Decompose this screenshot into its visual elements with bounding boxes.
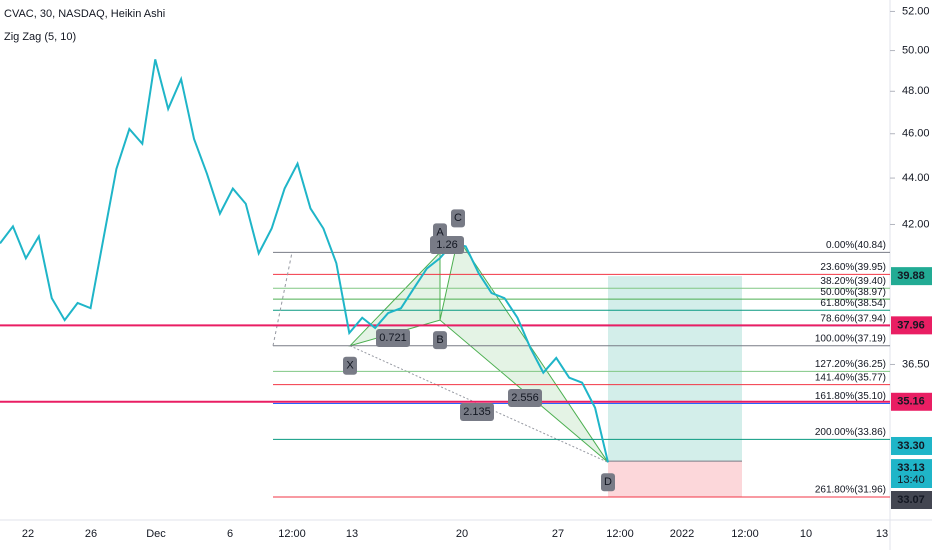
y-tick-label: 42.00 [902, 218, 930, 230]
x-tick-label: 10 [800, 528, 812, 540]
point-label: D [604, 476, 612, 488]
point-label: C [454, 212, 462, 224]
fib-label: 127.20%(36.25) [815, 359, 886, 370]
ratio-badge [376, 329, 410, 347]
point-badge [433, 331, 447, 350]
price-badge [891, 316, 932, 335]
y-tick-label: 52.00 [902, 5, 930, 17]
point-badge [601, 473, 615, 492]
fib-label: 23.60%(39.95) [820, 262, 886, 273]
fib-trend [272, 252, 293, 346]
fib-label: 141.40%(35.77) [815, 372, 886, 383]
price-badge-label: 35.16 [897, 396, 925, 408]
point-label: B [436, 334, 443, 346]
indicator-label: Zig Zag (5, 10) [4, 31, 76, 43]
x-tick-label: 13 [346, 528, 358, 540]
price-badge [891, 267, 932, 286]
profit-zone [608, 276, 742, 462]
x-tick-label: 12:00 [606, 528, 634, 540]
x-tick-label: 6 [227, 528, 233, 540]
countdown: 13:40 [897, 474, 925, 486]
ratio-label: 2.135 [463, 406, 491, 418]
x-tick-label: 26 [85, 528, 97, 540]
fib-label: 200.00%(33.86) [815, 427, 886, 438]
y-tick-label: 36.50 [902, 358, 930, 370]
price-badge [891, 436, 932, 455]
price-line [0, 59, 609, 463]
x-tick-label: 22 [22, 528, 34, 540]
point-label: X [346, 360, 354, 372]
y-tick-label: 46.00 [902, 128, 930, 140]
price-badge-label: 39.88 [897, 270, 925, 282]
point-badge [451, 209, 465, 228]
x-tick-label: 27 [552, 528, 564, 540]
price-badge-label: 33.07 [897, 494, 925, 506]
y-tick-label: 48.00 [902, 85, 930, 97]
fib-label: 0.00%(40.84) [826, 240, 886, 251]
fib-label: 161.80%(35.10) [815, 391, 886, 402]
price-badge-label: 33.30 [897, 440, 925, 452]
fib-label: 100.00%(37.19) [815, 333, 886, 344]
ratio-badge [430, 236, 464, 254]
countdown-badge [891, 472, 932, 488]
x-tick-label: 12:00 [278, 528, 306, 540]
fib-label: 50.00%(38.97) [820, 287, 886, 298]
x-tick-label: 12:00 [731, 528, 759, 540]
fib-label: 61.80%(38.54) [820, 298, 886, 309]
ratio-label: 0.721 [379, 332, 407, 344]
price-badge-label: 37.96 [897, 319, 925, 331]
y-tick-label: 44.00 [902, 172, 930, 184]
y-tick-label: 50.00 [902, 44, 930, 56]
ratio-badge [508, 389, 542, 407]
fib-label: 38.20%(39.40) [820, 276, 886, 287]
price-badge [891, 392, 932, 411]
x-tick-label: 13 [876, 528, 888, 540]
loss-zone [608, 461, 742, 497]
chart-title: CVAC, 30, NASDAQ, Heikin Ashi [4, 8, 165, 20]
ratio-label: 2.556 [511, 392, 539, 404]
fib-label: 261.80%(31.96) [815, 485, 886, 496]
fib-label: 78.60%(37.94) [820, 314, 886, 325]
x-tick-label: 2022 [670, 528, 694, 540]
price-badge [891, 491, 932, 509]
x-tick-label: 20 [456, 528, 468, 540]
ratio-label: 1.26 [436, 239, 457, 251]
price-badge-label: 33.13 [897, 462, 925, 474]
x-tick-label: Dec [146, 528, 166, 540]
ratio-badge [460, 403, 494, 421]
point-badge [343, 356, 357, 375]
point-label: A [436, 226, 444, 238]
